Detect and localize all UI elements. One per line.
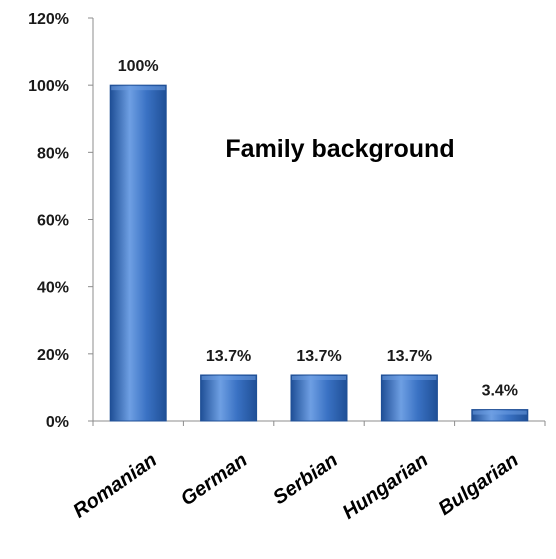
- y-tick-label: 100%: [28, 78, 69, 95]
- bar-hungarian: [380, 374, 438, 422]
- bar-highlight: [292, 375, 346, 380]
- y-axis: 0% 20% 40% 60% 80% 100% 120%: [28, 11, 94, 431]
- data-label: 3.4%: [482, 383, 518, 400]
- x-category-label: Serbian: [269, 449, 342, 509]
- bar-highlight: [382, 375, 437, 380]
- y-tick-label: 60%: [37, 213, 69, 230]
- data-label: 13.7%: [387, 348, 432, 365]
- bar-german: [200, 374, 258, 422]
- y-tick-label: 40%: [37, 280, 69, 297]
- x-category-label: German: [177, 449, 252, 510]
- data-label: 13.7%: [206, 348, 251, 365]
- bars: [109, 84, 529, 422]
- data-label: 13.7%: [296, 348, 341, 365]
- bar-serbian: [290, 374, 348, 422]
- bar-highlight: [472, 410, 527, 415]
- bar-highlight: [201, 375, 256, 380]
- data-label: 100%: [118, 58, 159, 75]
- y-tick-label: 80%: [37, 145, 69, 162]
- data-labels: 100% 13.7% 13.7% 13.7% 3.4%: [118, 58, 518, 399]
- bar-bulgarian: [471, 409, 529, 422]
- bar-highlight: [111, 86, 166, 91]
- x-category-label: Bulgarian: [434, 449, 522, 520]
- x-category-label: Romanian: [69, 449, 161, 522]
- x-category-label: Hungarian: [339, 449, 433, 524]
- y-tick-label: 120%: [28, 11, 69, 28]
- y-tick-label: 20%: [37, 347, 69, 364]
- bar-romanian: [109, 84, 167, 422]
- y-tick-label: 0%: [46, 414, 69, 431]
- chart-title: Family background: [225, 135, 454, 163]
